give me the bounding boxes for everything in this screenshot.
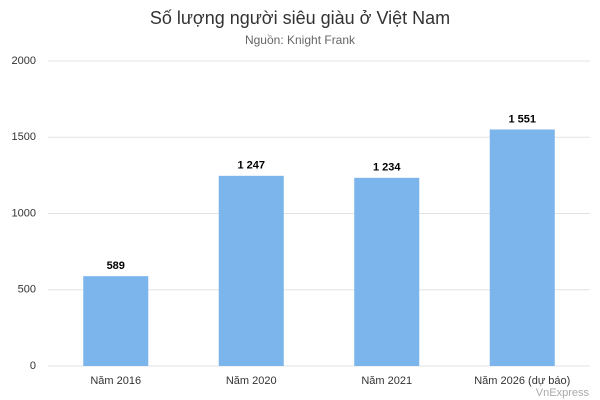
x-tick-label: Năm 2021 <box>361 375 412 387</box>
bar <box>218 175 284 366</box>
value-label: 589 <box>107 260 125 272</box>
bar <box>354 177 420 366</box>
chart-subtitle: Nguồn: Knight Frank <box>245 33 356 47</box>
y-tick-label: 1500 <box>12 131 36 143</box>
value-label: 1 234 <box>373 162 401 174</box>
value-label: 1 551 <box>508 113 536 125</box>
y-tick-label: 2000 <box>12 55 36 67</box>
y-tick-label: 500 <box>18 284 36 296</box>
x-tick-label: Năm 2020 <box>226 375 277 387</box>
chart-title: Số lượng người siêu giàu ở Việt Nam <box>150 8 450 28</box>
y-tick-label: 0 <box>30 360 36 372</box>
watermark: VnExpress <box>536 387 590 399</box>
x-tick-label: Năm 2016 <box>90 375 141 387</box>
bar <box>489 129 555 366</box>
y-tick-label: 1000 <box>12 207 36 219</box>
value-label: 1 247 <box>237 160 265 172</box>
bar <box>83 276 149 366</box>
x-tick-label: Năm 2026 (dự báo) <box>474 375 570 387</box>
